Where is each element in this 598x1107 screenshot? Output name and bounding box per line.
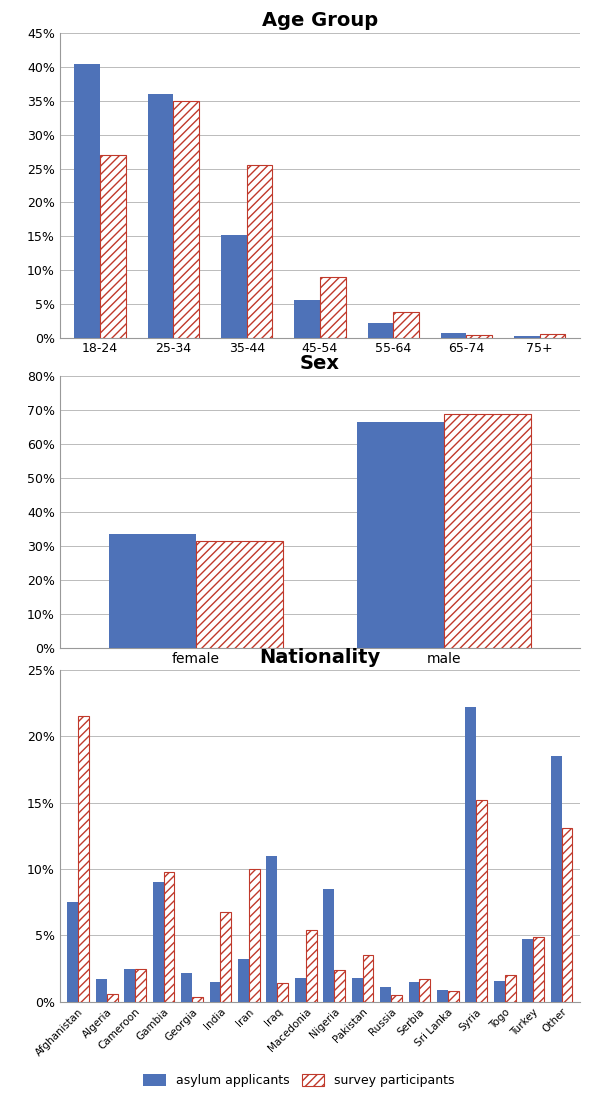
Bar bbox=[124, 969, 135, 1002]
Bar bbox=[393, 312, 419, 338]
Title: Age Group: Age Group bbox=[262, 11, 378, 30]
Bar bbox=[522, 940, 533, 1002]
Bar bbox=[540, 334, 565, 338]
Bar bbox=[238, 960, 249, 1002]
Bar bbox=[148, 94, 173, 338]
Bar bbox=[294, 300, 320, 338]
Bar bbox=[465, 707, 476, 1002]
Title: Sex: Sex bbox=[300, 354, 340, 373]
Bar bbox=[246, 165, 272, 338]
Bar bbox=[75, 64, 100, 338]
Bar bbox=[505, 975, 515, 1002]
Bar bbox=[221, 911, 231, 1002]
Bar bbox=[68, 902, 78, 1002]
Bar bbox=[514, 337, 540, 338]
Bar bbox=[380, 987, 391, 1002]
Bar bbox=[277, 983, 288, 1002]
Bar bbox=[109, 534, 196, 648]
Bar bbox=[362, 955, 373, 1002]
Bar bbox=[100, 155, 126, 338]
Bar bbox=[96, 980, 106, 1002]
Bar bbox=[391, 995, 402, 1002]
Bar bbox=[164, 871, 175, 1002]
Bar bbox=[152, 882, 164, 1002]
Bar bbox=[334, 970, 345, 1002]
Bar bbox=[533, 937, 544, 1002]
Bar bbox=[437, 990, 448, 1002]
Bar bbox=[221, 235, 246, 338]
Title: Nationality: Nationality bbox=[260, 648, 380, 666]
Bar bbox=[192, 996, 203, 1002]
Bar bbox=[267, 856, 277, 1002]
Bar bbox=[466, 335, 492, 338]
Bar bbox=[419, 980, 430, 1002]
Bar bbox=[324, 889, 334, 1002]
Bar bbox=[135, 969, 146, 1002]
Bar bbox=[551, 756, 562, 1002]
Bar bbox=[476, 800, 487, 1002]
Bar bbox=[306, 930, 316, 1002]
Bar bbox=[444, 414, 530, 648]
Bar bbox=[106, 994, 118, 1002]
Bar bbox=[441, 333, 466, 338]
Bar bbox=[352, 977, 362, 1002]
Bar bbox=[173, 101, 199, 338]
Bar bbox=[210, 982, 221, 1002]
Bar bbox=[249, 869, 260, 1002]
Bar bbox=[408, 982, 419, 1002]
Bar bbox=[320, 277, 346, 338]
Bar bbox=[295, 977, 306, 1002]
Bar bbox=[494, 981, 505, 1002]
Bar bbox=[448, 991, 459, 1002]
Bar bbox=[562, 828, 572, 1002]
Bar bbox=[78, 716, 89, 1002]
Bar bbox=[368, 323, 393, 338]
Bar bbox=[357, 422, 444, 648]
Bar bbox=[196, 541, 283, 648]
Legend: asylum applicants, survey participants: asylum applicants, survey participants bbox=[138, 1068, 460, 1092]
Bar bbox=[181, 973, 192, 1002]
